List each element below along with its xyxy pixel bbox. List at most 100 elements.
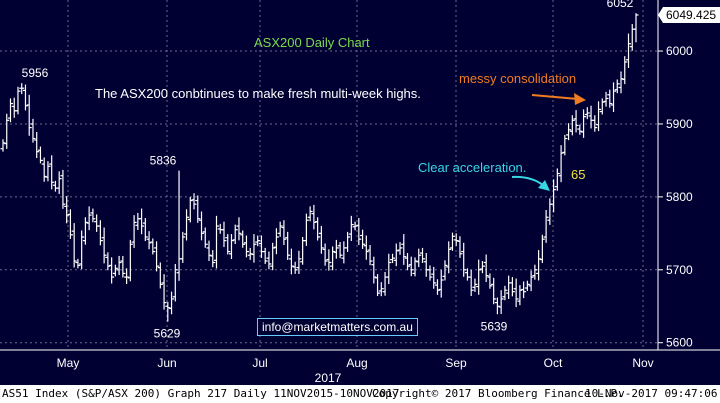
ohlc-bar — [142, 218, 148, 242]
ohlc-bar — [569, 115, 575, 136]
x-tick-label: Aug — [346, 356, 367, 370]
ohlc-bar — [195, 195, 201, 223]
footer-copyright: Copyright© 2017 Bloomberg Finance L.P. — [372, 387, 624, 400]
ohlc-bar — [232, 224, 238, 244]
ohlc-bar — [202, 227, 208, 248]
ohlc-bar — [345, 231, 351, 252]
ohlc-bar — [386, 253, 392, 285]
last-price-box-bg — [663, 7, 720, 24]
ohlc-bar — [270, 242, 276, 271]
footer-timestamp: 10-Nov-2017 09:47:06 — [585, 387, 718, 400]
ohlc-bar — [333, 239, 339, 259]
ohlc-bar — [97, 220, 103, 246]
last-price-label: 6049.425 — [666, 8, 716, 22]
messy-consolidation-annotation: messy consolidation — [459, 71, 577, 86]
ohlc-bar — [273, 228, 279, 255]
ohlc-bar — [109, 257, 115, 284]
email-label: info@marketmatters.com.au — [257, 318, 418, 336]
ohlc-bar — [607, 89, 613, 108]
ohlc-bar — [438, 269, 444, 298]
ohlc-bar — [37, 146, 43, 164]
ohlc-bar — [146, 231, 152, 250]
ohlc-bar — [476, 259, 482, 295]
ohlc-bar — [457, 236, 463, 258]
ohlc-bar — [90, 208, 96, 223]
ohlc-bar — [363, 235, 369, 260]
ohlc-bar — [472, 278, 478, 292]
ohlc-bar — [543, 210, 549, 243]
ohlc-bar — [285, 231, 291, 260]
ohlc-bar — [116, 255, 122, 276]
ohlc-bar — [45, 161, 51, 182]
ohlc-bar — [573, 110, 579, 133]
ohlc-bar — [390, 253, 396, 264]
ohlc-bar — [315, 217, 321, 241]
ohlc-bar — [431, 266, 437, 289]
price-label: 5956 — [22, 66, 49, 80]
ohlc-bar — [596, 101, 602, 132]
ohlc-bar — [296, 250, 302, 275]
ohlc-bar — [378, 282, 384, 297]
ohlc-bar — [157, 262, 163, 289]
price-label: 5836 — [150, 154, 177, 168]
ohlc-bar — [206, 240, 212, 262]
ohlc-bar — [375, 274, 381, 297]
ohlc-bar — [536, 250, 542, 281]
ohlc-bar — [7, 98, 13, 123]
ohlc-bar — [150, 238, 156, 255]
last-price-pointer — [658, 7, 663, 24]
ohlc-bar — [131, 215, 137, 248]
chart-title: ASX200 Daily Chart — [254, 35, 370, 50]
ohlc-bar — [112, 264, 118, 277]
ohlc-bar — [101, 227, 107, 264]
ohlc-bar — [539, 234, 545, 264]
ohlc-bar — [509, 277, 515, 297]
ohlc-bar — [502, 285, 508, 301]
footer-series-info: AS51 Index (S&P/ASX 200) Graph 217 Daily… — [2, 387, 400, 400]
ohlc-bar — [442, 260, 448, 281]
ohlc-bar — [532, 264, 538, 280]
ohlc-bar — [213, 215, 219, 269]
ohlc-bar — [622, 56, 628, 85]
clear-acceleration-annotation: Clear acceleration. — [418, 160, 527, 175]
y-tick-label: 6000 — [666, 44, 693, 58]
ohlc-bar — [371, 256, 377, 284]
ohlc-bar — [56, 171, 62, 194]
ohlc-bar — [79, 230, 85, 270]
ohlc-bar — [584, 107, 590, 120]
ohlc-bar — [626, 33, 632, 68]
ohlc-bar — [26, 94, 32, 136]
ohlc-bar — [34, 131, 40, 159]
ohlc-bar — [82, 217, 88, 245]
ohlc-bar — [288, 248, 294, 275]
ohlc-bar — [397, 242, 403, 255]
ohlc-bar — [599, 98, 605, 115]
ohlc-bar — [517, 285, 523, 306]
ohlc-bar — [154, 241, 160, 272]
ohlc-bar — [554, 168, 560, 191]
y-tick-label: 5700 — [666, 263, 693, 277]
ohlc-bar — [292, 261, 298, 274]
ohlc-bar — [446, 241, 452, 274]
orange-arrow — [531, 93, 586, 105]
ohlc-bar — [416, 248, 422, 268]
footer-bar: AS51 Index (S&P/ASX 200) Graph 217 Daily… — [0, 385, 720, 403]
ohlc-bar — [255, 235, 261, 247]
x-tick-label: Nov — [632, 356, 653, 370]
ohlc-bar — [105, 252, 111, 271]
ohlc-bar — [75, 258, 81, 269]
x-tick-label: Jul — [252, 356, 267, 370]
ohlc-bar — [86, 206, 92, 231]
ohlc-bar — [618, 71, 624, 94]
ohlc-bar — [427, 265, 433, 281]
ohlc-bar — [199, 211, 205, 241]
ohlc-bar — [0, 139, 6, 152]
ohlc-bar — [322, 243, 328, 266]
price-label: 5629 — [154, 327, 181, 341]
ohlc-bar — [483, 254, 489, 283]
x-tick-label: May — [57, 356, 80, 370]
ohlc-bar — [337, 242, 343, 259]
ohlc-bar — [180, 231, 186, 263]
ohlc-bar — [139, 208, 145, 235]
ohlc-bar — [581, 109, 587, 138]
